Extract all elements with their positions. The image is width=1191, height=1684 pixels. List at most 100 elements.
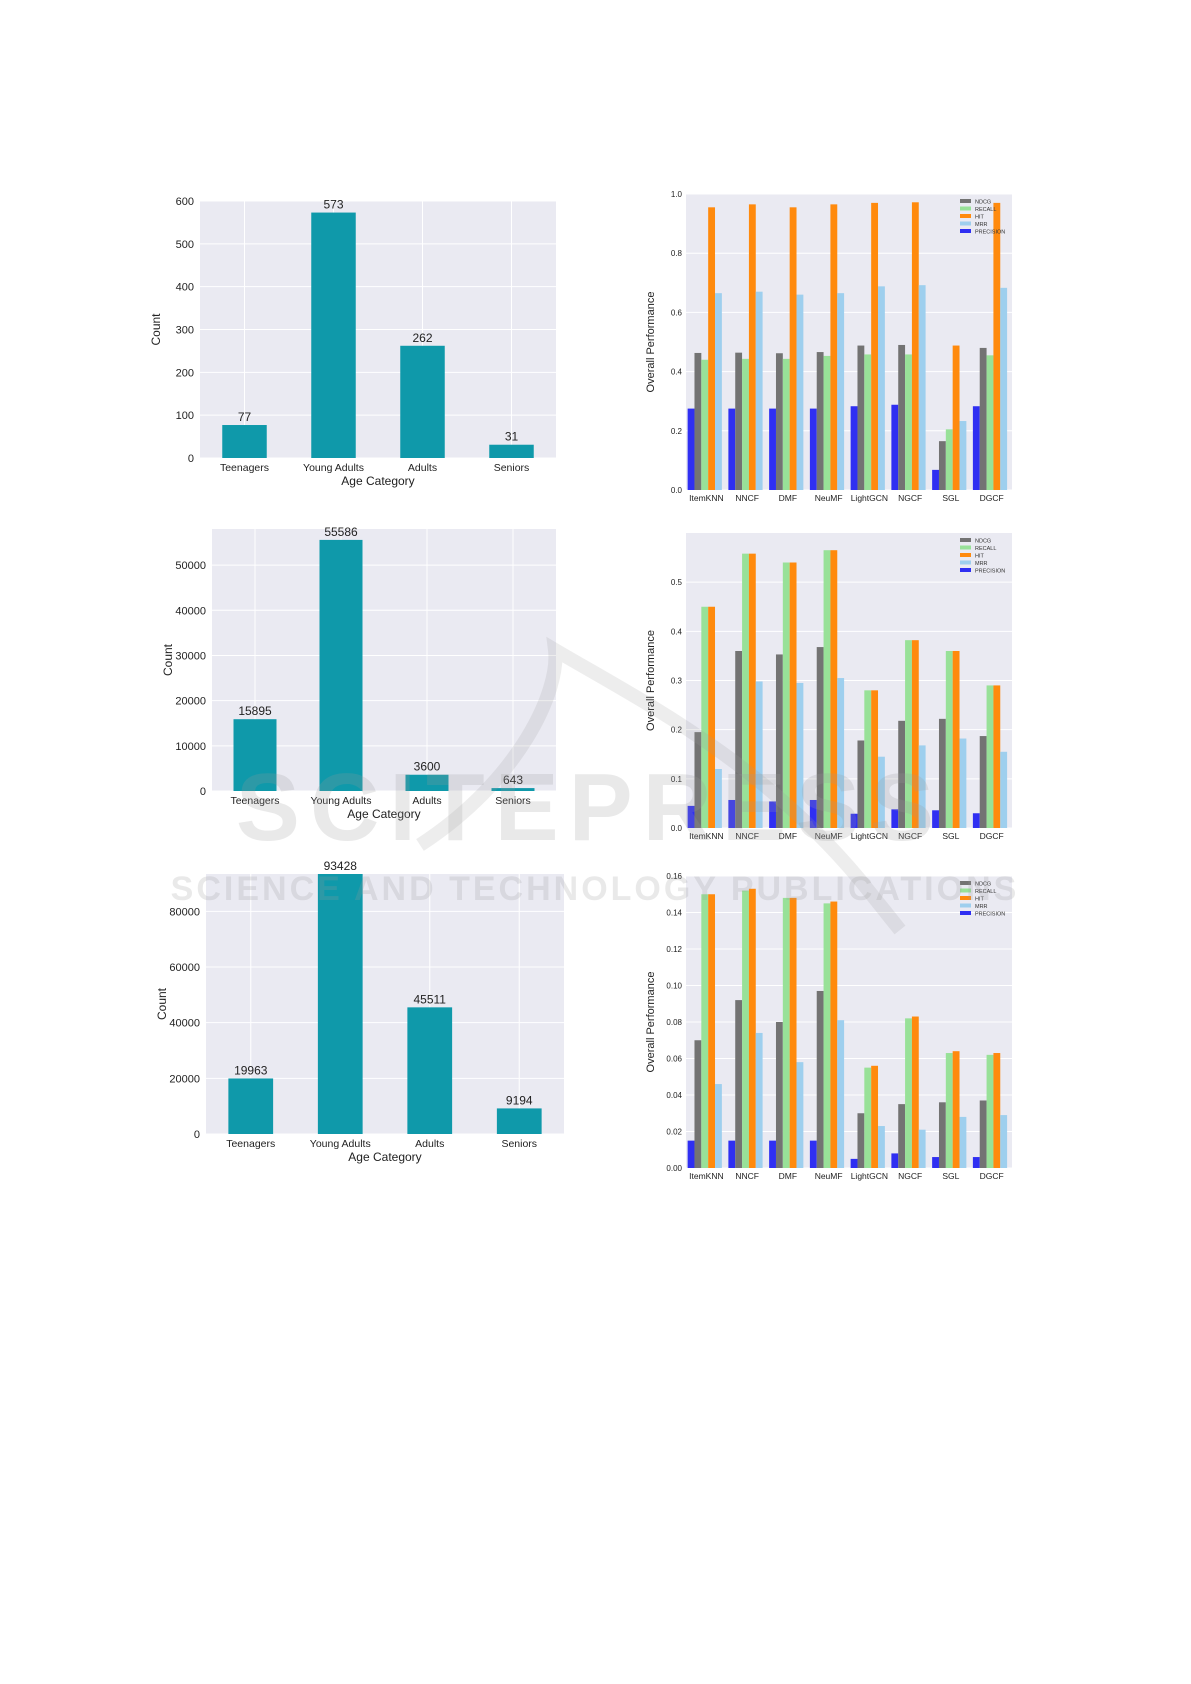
x-tick-label: SGL (942, 493, 959, 503)
bar-recall-itemknn (701, 359, 709, 490)
bar-hit-itemknn (708, 606, 716, 828)
bar-mrr-ngcf (918, 745, 926, 828)
x-tick-label: Seniors (501, 1138, 537, 1150)
y-tick-label: 50000 (175, 560, 206, 572)
bar-hit-dmf (789, 207, 797, 490)
bar-mrr-dgcf (1000, 1115, 1008, 1168)
y-tick-label: 0.00 (666, 1164, 682, 1173)
y-tick-label: 40000 (169, 1018, 200, 1030)
x-tick-label: ItemKNN (689, 493, 723, 503)
y-axis-label: Count (155, 987, 169, 1020)
y-tick-label: 0.2 (671, 427, 683, 436)
bar-ndcg-ngcf (898, 720, 906, 828)
bar-value-label: 9194 (506, 1093, 533, 1107)
bar-hit-neumf (830, 204, 838, 491)
bar-recall-neumf (823, 550, 831, 828)
bar-value-label: 93428 (324, 859, 358, 873)
bar-precision-nncf (728, 408, 736, 490)
bar-recall-nncf (742, 553, 749, 828)
bar-precision-ngcf (891, 404, 899, 490)
bar-hit-sgl (952, 1051, 960, 1168)
bar-mrr-lightgcn (878, 756, 885, 828)
bar-recall-ngcf (905, 1018, 912, 1168)
bar-mrr-dgcf (1000, 751, 1008, 828)
y-tick-label: 20000 (169, 1073, 200, 1085)
bar-mrr-itemknn (715, 293, 722, 490)
bar-ndcg-lightgcn (857, 740, 865, 828)
legend-label-precision: PRECISION (975, 569, 1005, 575)
x-tick-label: DGCF (980, 831, 1004, 841)
x-tick-label: LightGCN (851, 493, 888, 503)
y-tick-label: 0 (200, 786, 206, 798)
legend-label-mrr: MRR (975, 222, 988, 228)
bar-recall-ngcf (905, 640, 912, 828)
bar-mrr-dgcf (1000, 287, 1008, 490)
bar-precision-neumf (809, 1140, 817, 1168)
bar-teenagers (233, 719, 277, 791)
bar-adults (405, 774, 449, 791)
bar-ndcg-dmf (775, 353, 783, 490)
x-tick-label: Young Adults (303, 462, 364, 474)
legend-swatch-precision (960, 911, 971, 915)
y-tick-label: 300 (176, 325, 194, 337)
bar-precision-lightgcn (850, 1158, 858, 1168)
x-tick-label: Seniors (495, 795, 531, 807)
bar-hit-lightgcn (871, 202, 879, 490)
bar-hit-nncf (748, 888, 756, 1168)
x-tick-label: Adults (408, 462, 437, 474)
bar-ndcg-dgcf (979, 347, 987, 490)
bar-value-label: 19963 (234, 1063, 268, 1077)
x-tick-label: DGCF (980, 1171, 1004, 1181)
bar-recall-nncf (742, 358, 749, 490)
bar-mrr-dmf (796, 1062, 804, 1168)
bar-hit-nncf (748, 204, 756, 491)
bar-ndcg-dmf (775, 1022, 783, 1168)
legend-label-precision: PRECISION (975, 912, 1005, 918)
bar-value-label: 3600 (414, 760, 441, 774)
bar-ndcg-dgcf (979, 1100, 987, 1168)
bar-teenagers (228, 1078, 274, 1134)
x-tick-label: ItemKNN (689, 831, 723, 841)
legend-label-precision: PRECISION (975, 230, 1005, 236)
bar-ndcg-itemknn (694, 732, 702, 828)
bar-value-label: 77 (238, 410, 252, 424)
bar-precision-sgl (932, 810, 939, 828)
legend-label-hit: HIT (975, 215, 985, 221)
x-tick-label: Teenagers (230, 795, 279, 807)
legend-swatch-mrr (960, 903, 971, 908)
y-tick-label: 0 (188, 453, 194, 465)
plot-area (200, 201, 556, 458)
x-tick-label: ItemKNN (689, 1171, 723, 1181)
bar-hit-itemknn (708, 207, 716, 490)
y-tick-label: 0.02 (666, 1128, 682, 1137)
bar-seniors (489, 444, 534, 458)
bar-mrr-sgl (959, 738, 967, 828)
bar-precision-dgcf (972, 1157, 980, 1168)
bar-precision-dgcf (972, 406, 980, 490)
bar-mrr-nncf (755, 291, 763, 490)
legend-swatch-mrr (960, 560, 971, 565)
bar-hit-itemknn (708, 894, 716, 1168)
legend-label-recall: RECALL (975, 546, 996, 552)
x-tick-label: NGCF (898, 831, 922, 841)
x-tick-label: NGCF (898, 493, 922, 503)
bar-precision-dmf (769, 801, 776, 828)
bar-ndcg-sgl (938, 718, 946, 828)
plot-area (686, 876, 1012, 1168)
bar-value-label: 262 (412, 331, 432, 345)
bar-seniors (496, 1108, 542, 1134)
bar-mrr-neumf (837, 1020, 845, 1168)
legend-label-ndcg: NDCG (975, 882, 991, 888)
y-tick-label: 600 (176, 196, 194, 208)
x-tick-label: Teenagers (220, 462, 269, 474)
y-tick-label: 100 (176, 410, 194, 422)
plot-area (686, 194, 1012, 490)
y-tick-label: 20000 (175, 696, 206, 708)
bar-hit-lightgcn (871, 1065, 879, 1168)
bar-mrr-nncf (755, 681, 763, 828)
bar-precision-sgl (932, 469, 939, 490)
bar-teenagers (222, 425, 267, 458)
